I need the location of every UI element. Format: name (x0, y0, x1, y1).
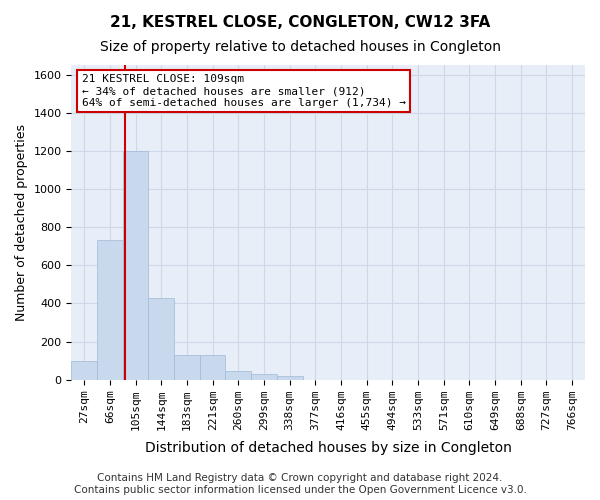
Text: 21 KESTREL CLOSE: 109sqm
← 34% of detached houses are smaller (912)
64% of semi-: 21 KESTREL CLOSE: 109sqm ← 34% of detach… (82, 74, 406, 108)
Y-axis label: Number of detached properties: Number of detached properties (15, 124, 28, 321)
Bar (71, 360, 97, 380)
Text: Size of property relative to detached houses in Congleton: Size of property relative to detached ho… (100, 40, 500, 54)
Bar (174, 355, 200, 380)
X-axis label: Distribution of detached houses by size in Congleton: Distribution of detached houses by size … (145, 441, 512, 455)
Bar (251, 374, 277, 380)
Bar (148, 298, 174, 380)
Text: Contains HM Land Registry data © Crown copyright and database right 2024.
Contai: Contains HM Land Registry data © Crown c… (74, 474, 526, 495)
Bar (200, 355, 226, 380)
Bar (277, 376, 302, 380)
Bar (97, 240, 123, 380)
Bar (123, 151, 148, 380)
Bar (226, 370, 251, 380)
Text: 21, KESTREL CLOSE, CONGLETON, CW12 3FA: 21, KESTREL CLOSE, CONGLETON, CW12 3FA (110, 15, 490, 30)
